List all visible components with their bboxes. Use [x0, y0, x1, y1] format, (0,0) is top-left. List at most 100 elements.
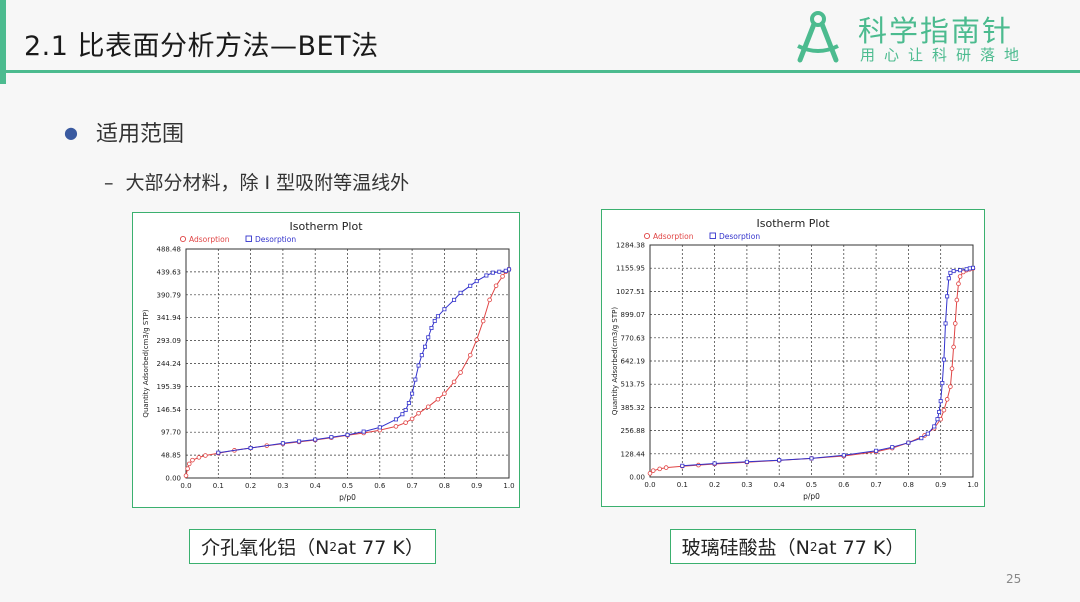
x-tick-label: 1.0 [967, 481, 978, 489]
slide-title: 2.1 比表面分析方法—BET法 [24, 31, 379, 62]
data-point-adsorption [203, 453, 208, 458]
data-point-adsorption [183, 473, 189, 478]
data-point-adsorption [956, 281, 961, 287]
data-point-desorption [216, 450, 221, 455]
data-point-adsorption [957, 274, 963, 279]
legend-marker-adsorption-icon [179, 235, 187, 243]
y-tick-label: 293.09 [157, 337, 182, 345]
legend-marker-desorption-icon [709, 232, 716, 239]
x-tick-label: 0.6 [838, 481, 850, 489]
x-tick-label: 0.1 [677, 481, 688, 489]
data-point-desorption [474, 279, 479, 284]
logo-name: 科学指南针 [858, 14, 1014, 48]
x-tick-label: 0.5 [342, 482, 353, 490]
x-tick-label: 0.0 [180, 482, 191, 490]
legend-label: Adsorption [189, 235, 230, 244]
x-tick-label: 0.9 [471, 482, 482, 490]
data-point-adsorption [435, 396, 441, 402]
data-point-adsorption [467, 352, 473, 358]
data-point-adsorption [500, 274, 505, 279]
data-point-desorption [329, 435, 334, 440]
y-tick-label: 642.19 [621, 358, 646, 366]
data-point-desorption [941, 357, 946, 362]
data-point-desorption [413, 377, 418, 382]
legend-label: Desorption [719, 232, 760, 241]
data-point-desorption [937, 409, 942, 414]
x-tick-label: 0.4 [774, 481, 786, 489]
series-line-adsorption [185, 268, 510, 476]
data-point-desorption [958, 268, 963, 273]
x-tick-label: 0.7 [407, 482, 418, 490]
data-point-desorption [951, 269, 956, 274]
data-point-adsorption [487, 297, 492, 303]
data-point-adsorption [941, 407, 947, 413]
y-tick-label: 48.85 [161, 452, 181, 460]
bullet-item: ● 适用范围 [64, 116, 184, 148]
data-point-desorption [945, 294, 950, 299]
y-tick-label: 1155.95 [616, 265, 645, 273]
chart-title: Isotherm Plot [756, 217, 830, 230]
legend-label: Adsorption [653, 232, 694, 241]
data-point-desorption [680, 463, 685, 468]
data-point-desorption [361, 429, 366, 434]
data-point-desorption [841, 453, 846, 458]
data-point-adsorption [474, 337, 480, 343]
caption-silicate: 玻璃硅酸盐（N 2 at 77 K） [670, 529, 916, 564]
chart-title: Isotherm Plot [289, 220, 363, 233]
x-tick-label: 0.2 [709, 481, 720, 489]
data-point-desorption [484, 273, 489, 278]
data-point-desorption [297, 439, 302, 444]
y-tick-label: 146.54 [157, 406, 182, 414]
data-point-desorption [964, 267, 969, 272]
data-point-desorption [423, 344, 428, 349]
sub-bullet-item: – 大部分材料，除 I 型吸附等温线外 [104, 168, 409, 195]
data-point-adsorption [493, 283, 499, 289]
logo-slogan: 用心让科研落地 [860, 46, 1029, 64]
x-tick-label: 0.6 [374, 482, 386, 490]
data-point-adsorption [647, 471, 653, 476]
data-point-adsorption [409, 416, 415, 422]
data-point-adsorption [480, 318, 486, 324]
data-point-desorption [416, 363, 421, 368]
data-point-desorption [932, 424, 937, 429]
title-accent-bar [0, 0, 6, 84]
data-point-desorption [435, 314, 440, 319]
data-point-desorption [925, 431, 930, 436]
data-point-desorption [313, 437, 318, 442]
data-point-desorption [468, 283, 473, 288]
data-point-adsorption [190, 457, 195, 463]
data-point-desorption [426, 335, 431, 340]
x-tick-label: 0.9 [935, 481, 946, 489]
data-point-adsorption [442, 391, 447, 396]
caption-alumina: 介孔氧化铝（N 2 at 77 K） [189, 529, 436, 564]
data-point-desorption [490, 270, 495, 275]
data-point-desorption [890, 445, 895, 450]
data-point-adsorption [186, 461, 192, 467]
data-point-adsorption [393, 424, 399, 429]
data-point-desorption [497, 269, 502, 274]
data-point-desorption [943, 321, 948, 326]
data-point-adsorption [952, 321, 958, 326]
data-point-adsorption [451, 379, 457, 385]
data-point-desorption [400, 412, 405, 417]
data-point-adsorption [663, 465, 669, 470]
data-point-desorption [280, 441, 285, 446]
data-point-desorption [345, 432, 350, 437]
y-tick-label: 385.32 [621, 404, 646, 412]
x-tick-label: 0.2 [245, 482, 256, 490]
caption-suffix: at 77 K） [337, 537, 424, 559]
x-axis-label: p/p0 [803, 492, 820, 501]
data-point-desorption [442, 307, 447, 312]
title-divider [0, 70, 1080, 73]
data-point-desorption [744, 459, 749, 464]
x-tick-label: 0.4 [310, 482, 322, 490]
x-tick-label: 0.5 [806, 481, 817, 489]
caption-suffix: at 77 K） [817, 537, 905, 559]
data-point-desorption [403, 408, 408, 413]
data-point-adsorption [196, 455, 202, 460]
x-tick-label: 0.3 [741, 481, 752, 489]
data-point-desorption [809, 456, 814, 461]
data-point-desorption [452, 297, 457, 302]
data-point-adsorption [425, 404, 431, 410]
compass-logo-icon [797, 11, 839, 63]
